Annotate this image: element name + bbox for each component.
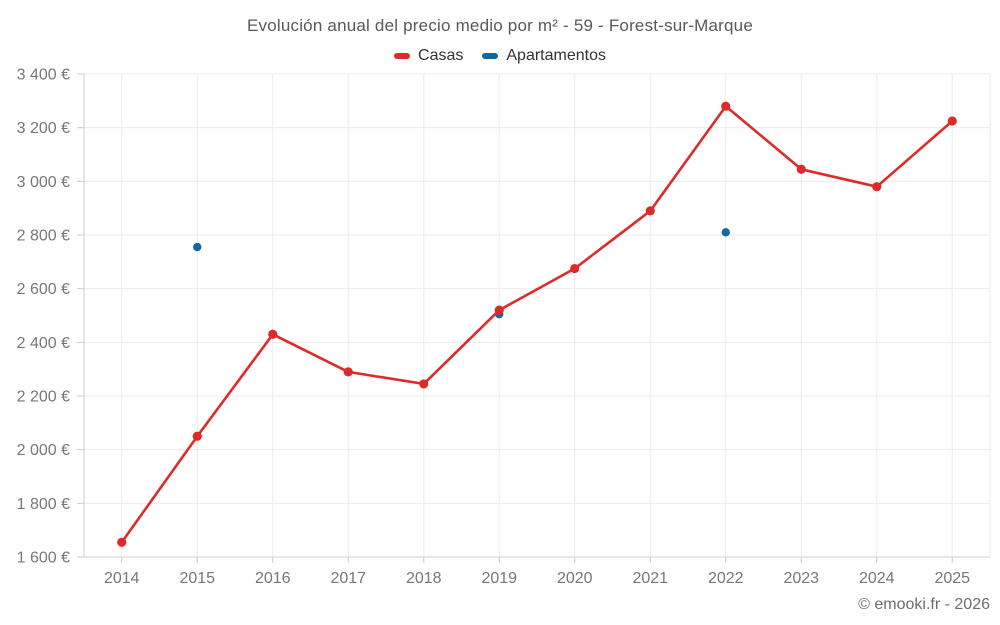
svg-text:2 600 €: 2 600 € <box>17 281 70 298</box>
svg-text:2025: 2025 <box>934 570 970 587</box>
svg-text:2015: 2015 <box>179 570 215 587</box>
svg-text:2 200 €: 2 200 € <box>17 389 70 406</box>
svg-text:2023: 2023 <box>783 570 819 587</box>
svg-text:2021: 2021 <box>632 570 668 587</box>
legend-label-apartamentos: Apartamentos <box>506 47 606 64</box>
chart-legend: Casas Apartamentos <box>0 47 1000 65</box>
svg-text:2014: 2014 <box>104 570 140 587</box>
casas-swatch-icon <box>394 53 411 59</box>
svg-text:2 000 €: 2 000 € <box>17 442 70 459</box>
svg-text:2024: 2024 <box>859 570 895 587</box>
svg-text:2016: 2016 <box>255 570 291 587</box>
svg-text:2022: 2022 <box>708 570 744 587</box>
svg-text:2020: 2020 <box>557 570 593 587</box>
svg-text:2018: 2018 <box>406 570 442 587</box>
svg-text:3 000 €: 3 000 € <box>17 174 70 191</box>
chart-title: Evolución anual del precio medio por m² … <box>246 16 753 35</box>
svg-text:2019: 2019 <box>481 570 517 587</box>
svg-text:1 600 €: 1 600 € <box>17 550 70 567</box>
copyright-footer: © emooki.fr - 2026 <box>858 596 990 613</box>
apartamentos-swatch-icon <box>482 53 499 59</box>
svg-text:3 200 €: 3 200 € <box>17 120 70 137</box>
legend-item-apartamentos[interactable]: Apartamentos <box>482 47 606 65</box>
svg-text:2 800 €: 2 800 € <box>17 228 70 245</box>
svg-text:3 400 €: 3 400 € <box>17 67 70 84</box>
svg-text:1 800 €: 1 800 € <box>17 496 70 513</box>
svg-text:2 400 €: 2 400 € <box>17 335 70 352</box>
legend-label-casas: Casas <box>418 47 464 64</box>
svg-text:2017: 2017 <box>330 570 366 587</box>
legend-item-casas[interactable]: Casas <box>394 47 463 65</box>
